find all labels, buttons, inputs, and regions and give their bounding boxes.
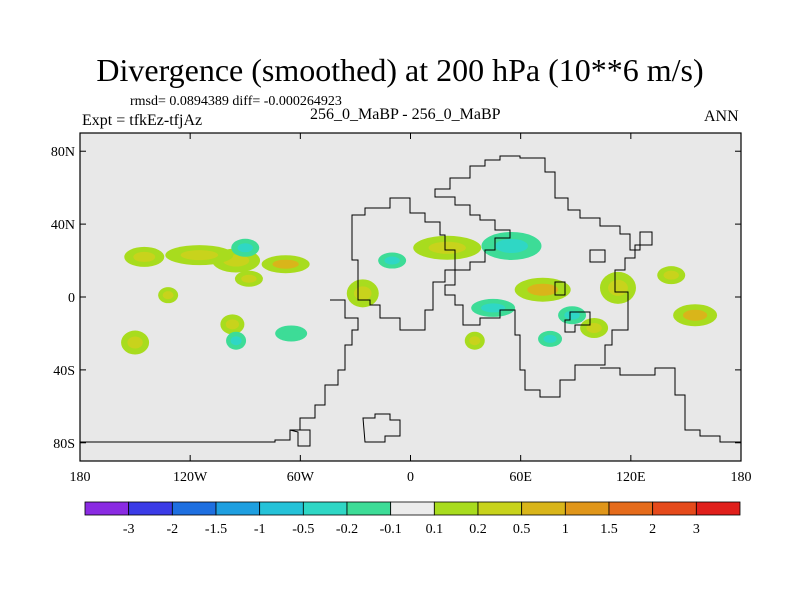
coastline-path [289, 429, 311, 447]
colorbar-label: 0.1 [426, 522, 444, 537]
lat-tick-label: 40N [51, 218, 75, 233]
lat-tick-label: 0 [68, 291, 75, 306]
colorbar-label: 3 [693, 522, 700, 537]
colorbar-label: 0.2 [469, 522, 487, 537]
colorbar-swatch [84, 501, 130, 516]
colorbar-swatch [695, 501, 741, 516]
lon-tick-label: 0 [407, 470, 414, 485]
divergence-field [121, 231, 718, 355]
lon-tick-label: 60W [287, 470, 315, 485]
longitude-axis: 180 120W 60W 0 60E 120E 180 [70, 133, 752, 485]
colorbar-swatch [477, 501, 523, 516]
season-label: ANN [704, 108, 739, 125]
divergence-core [384, 256, 400, 265]
colorbar-label: -0.2 [336, 522, 358, 537]
divergence-core [237, 243, 253, 253]
divergence-core [469, 336, 481, 346]
experiment-label: Expt = tfkEz-tfjAz [82, 112, 203, 129]
colorbar-swatch [128, 501, 173, 516]
colorbar [84, 501, 741, 516]
divergence-core [586, 322, 602, 333]
colorbar-swatch [390, 501, 435, 516]
coastline-path [434, 155, 653, 398]
lat-tick-label: 80N [51, 145, 75, 160]
coastline-path [600, 367, 741, 443]
divergence-core [282, 329, 300, 338]
divergence-core [225, 319, 239, 330]
stats-label: rmsd= 0.0894389 diff= -0.000264923 [130, 94, 342, 109]
colorbar-swatch [652, 501, 697, 516]
colorbar-swatch [259, 501, 304, 516]
lon-tick-label: 180 [70, 470, 91, 485]
colorbar-label: 1.5 [600, 522, 618, 537]
colorbar-swatch [215, 501, 261, 516]
lat-tick-label: 80S [53, 437, 75, 452]
colorbar-swatch [608, 501, 654, 516]
coastline-outline [80, 155, 741, 447]
coastline-path [362, 413, 401, 443]
colorbar-swatch [433, 501, 479, 516]
colorbar-swatch [302, 501, 348, 516]
coastline-path [564, 311, 591, 333]
divergence-core [241, 274, 257, 283]
lon-tick-label: 120W [173, 470, 208, 485]
divergence-core [353, 286, 372, 301]
divergence-core [162, 291, 174, 300]
colorbar-swatch [521, 501, 566, 516]
colorbar-label: -1.5 [205, 522, 227, 537]
colorbar-swatch [171, 501, 217, 516]
colorbar-label: -2 [166, 522, 178, 537]
lon-tick-label: 60E [509, 470, 532, 485]
colorbar-label: 1 [562, 522, 569, 537]
latitude-axis: 80N 40N 0 40S 80S [51, 145, 741, 452]
map-background [80, 133, 741, 461]
divergence-core [543, 334, 557, 343]
divergence-core [494, 238, 528, 253]
coastline-path [351, 197, 456, 331]
divergence-core [180, 250, 219, 261]
lon-tick-label: 120E [616, 470, 646, 485]
colorbar-label: -0.5 [292, 522, 314, 537]
divergence-core [428, 241, 466, 254]
divergence-core [663, 270, 679, 280]
coastline-path [589, 249, 606, 263]
coastline-path [80, 299, 359, 443]
colorbar-label: -0.1 [380, 522, 402, 537]
colorbar-swatch [564, 501, 610, 516]
divergence-core [682, 309, 708, 321]
lon-tick-label: 180 [731, 470, 752, 485]
colorbar-label: 2 [649, 522, 656, 537]
divergence-core [564, 310, 580, 320]
colorbar-labels: -3 -2 -1.5 -1 -0.5 -0.2 -0.1 0.1 0.2 0.5 1 1.5 2 3 [123, 522, 700, 537]
divergence-core [230, 336, 242, 346]
divergence-core [127, 336, 143, 349]
divergence-core [481, 303, 506, 313]
divergence-core [527, 283, 559, 296]
divergence-core [608, 279, 628, 296]
colorbar-label: 0.5 [513, 522, 531, 537]
divergence-core [272, 259, 299, 269]
plot-title: Divergence (smoothed) at 200 hPa (10**6 … [96, 52, 704, 88]
center-label: 256_0_MaBP - 256_0_MaBP [310, 106, 501, 123]
divergence-core [133, 251, 156, 262]
colorbar-label: -1 [254, 522, 266, 537]
coastline-path [554, 281, 566, 296]
colorbar-label: -3 [123, 522, 135, 537]
colorbar-swatch [346, 501, 392, 516]
lat-tick-label: 40S [53, 364, 75, 379]
